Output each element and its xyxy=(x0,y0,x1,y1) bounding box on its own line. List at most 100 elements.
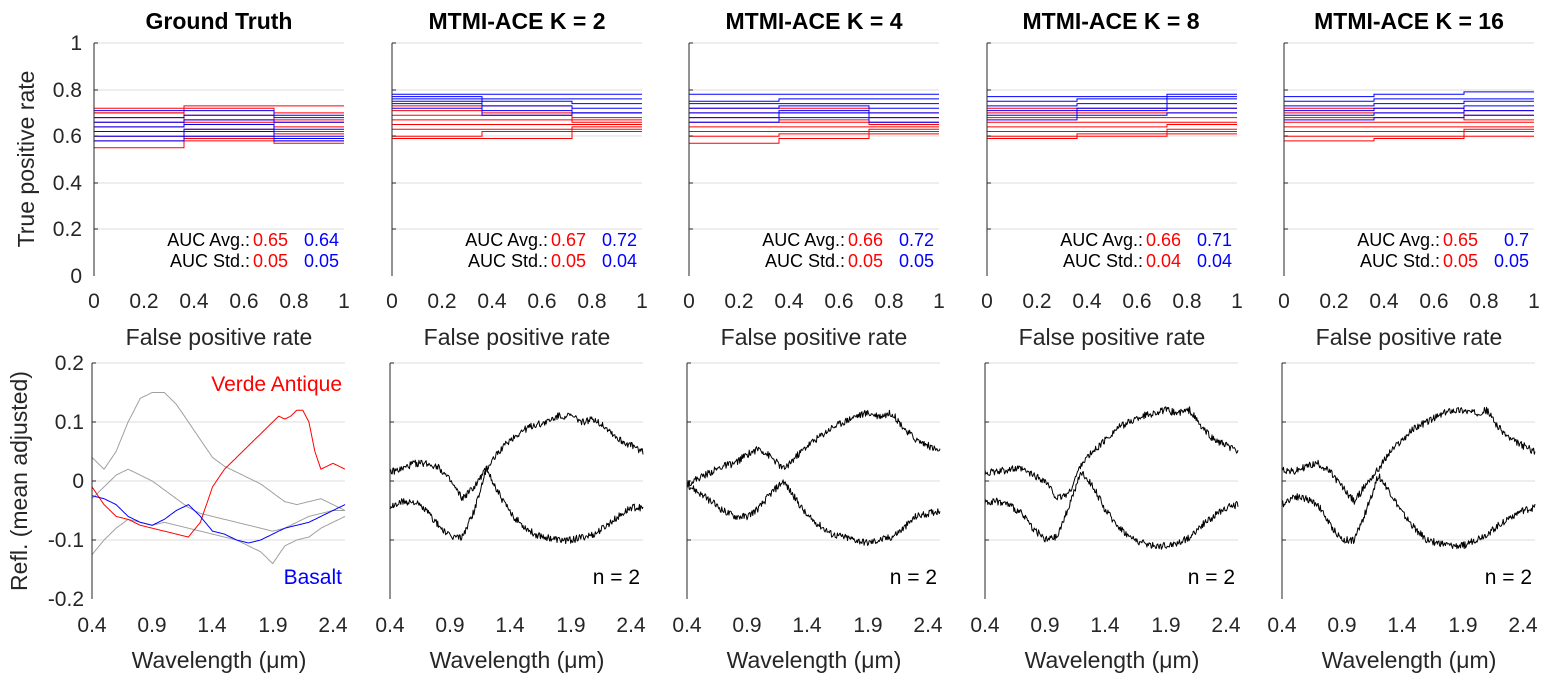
auc-std-label: AUC Std.: xyxy=(468,251,548,271)
roc-xtick-label: 1 xyxy=(933,290,945,313)
auc-avg-blue: 0.64 xyxy=(304,230,339,250)
spectra-y-ticks xyxy=(92,362,96,541)
roc-xtick-label: 1 xyxy=(1528,290,1540,313)
spectra-ytick-label: -0.1 xyxy=(48,529,84,552)
roc-xtick-label: 0.4 xyxy=(1369,290,1399,313)
spectra-lines xyxy=(984,406,1239,550)
spectra-xtick-label: 2.4 xyxy=(616,614,646,637)
auc-avg-blue: 0.72 xyxy=(602,230,637,250)
auc-avg-red: 0.65 xyxy=(1443,230,1478,250)
title-k8: MTMI-ACE K = 8 xyxy=(1023,8,1200,34)
spectra-xtick-label: 1.9 xyxy=(258,614,287,637)
spectrum-line-endmember-2 xyxy=(687,479,941,546)
roc-xtick-labels: 0 0.2 0.4 0.6 0.8 1 xyxy=(683,290,945,313)
spectra-xtick-label: 2.4 xyxy=(1211,614,1241,637)
roc-xtick-label: 0.4 xyxy=(1072,290,1102,313)
roc-xtick-label: 0.4 xyxy=(477,290,507,313)
roc-xtick-label: 0 xyxy=(683,290,695,313)
auc-avg-label: AUC Avg.: xyxy=(465,230,548,250)
roc-xtick-label: 0.8 xyxy=(1172,290,1201,313)
roc-x-axis-label: False positive rate xyxy=(1019,324,1206,350)
spectra-panel-k8: 0.4 0.9 1.4 1.9 2.4 Wavelength (μm) n = … xyxy=(970,362,1241,673)
legend-basalt: Basalt xyxy=(284,566,343,589)
roc-panel-k4: 0 0.2 0.4 0.6 0.8 1 False positive rate … xyxy=(683,42,945,350)
roc-xtick-label: 0.2 xyxy=(427,290,456,313)
spectra-xtick-label: 1.9 xyxy=(556,614,585,637)
spectra-xtick-labels: 0.4 0.9 1.4 1.9 2.4 xyxy=(970,614,1241,637)
spectra-xtick-label: 0.4 xyxy=(375,614,405,637)
spectra-xtick-label: 1.4 xyxy=(197,614,227,637)
auc-avg-blue: 0.71 xyxy=(1197,230,1232,250)
roc-xtick-labels: 0 0.2 0.4 0.6 0.8 1 xyxy=(386,290,648,313)
spectra-xtick-label: 0.9 xyxy=(137,614,166,637)
roc-y-ticks xyxy=(1284,42,1288,230)
spectra-y-ticks xyxy=(1282,362,1286,541)
spectra-lines xyxy=(1281,406,1536,550)
spectra-xtick-label: 1.4 xyxy=(792,614,822,637)
roc-y-ticks xyxy=(987,42,991,230)
spectra-x-axis-label: Wavelength (μm) xyxy=(1322,647,1497,673)
spectra-y-ticks xyxy=(687,362,691,541)
auc-std-label: AUC Std.: xyxy=(170,251,250,271)
spectra-xtick-label: 1.9 xyxy=(1448,614,1477,637)
spectra-gridlines xyxy=(687,362,940,541)
auc-avg-label: AUC Avg.: xyxy=(1060,230,1143,250)
spectra-panel-k16: 0.4 0.9 1.4 1.9 2.4 Wavelength (μm) n = … xyxy=(1267,362,1538,673)
spectra-y-axis-label: Refl. (mean adjusted) xyxy=(6,371,32,591)
auc-std-blue: 0.05 xyxy=(304,251,339,271)
auc-std-label: AUC Std.: xyxy=(1063,251,1143,271)
spectra-xtick-label: 1.9 xyxy=(853,614,882,637)
auc-avg-red: 0.65 xyxy=(253,230,288,250)
spectra-gridlines xyxy=(390,362,643,541)
roc-xtick-label: 0.2 xyxy=(1022,290,1051,313)
auc-std-blue: 0.04 xyxy=(602,251,637,271)
spectra-panel-ground-truth: 0.2 0.1 0 -0.1 -0.2 0.4 0.9 1.4 1.9 2.4 … xyxy=(48,352,348,673)
spectra-y-ticks xyxy=(390,362,394,541)
spectrum-line-basalt xyxy=(91,495,346,544)
title-k4: MTMI-ACE K = 4 xyxy=(726,8,903,34)
spectra-xtick-label: 2.4 xyxy=(1508,614,1538,637)
auc-std-red: 0.05 xyxy=(1443,251,1478,271)
spectra-xtick-label: 0.9 xyxy=(732,614,761,637)
auc-std-blue: 0.05 xyxy=(1494,251,1529,271)
roc-xtick-label: 0.2 xyxy=(129,290,158,313)
spectra-xtick-label: 2.4 xyxy=(913,614,943,637)
roc-xtick-label: 0.6 xyxy=(1122,290,1151,313)
roc-ytick-label: 1 xyxy=(70,32,82,55)
spectra-ytick-label: 0.2 xyxy=(55,352,84,375)
auc-avg-red: 0.66 xyxy=(848,230,883,250)
roc-y-ticks xyxy=(689,42,693,230)
spectrum-line-endmember-2 xyxy=(984,471,1239,550)
spectra-xtick-label: 0.9 xyxy=(1327,614,1356,637)
spectra-xtick-label: 1.4 xyxy=(1090,614,1120,637)
auc-avg-label: AUC Avg.: xyxy=(1357,230,1440,250)
roc-x-axis-label: False positive rate xyxy=(721,324,908,350)
spectra-xtick-labels: 0.4 0.9 1.4 1.9 2.4 xyxy=(375,614,646,637)
roc-gridlines xyxy=(689,42,939,230)
legend-verde-antique: Verde Antique xyxy=(211,373,342,396)
roc-xtick-labels: 0 0.2 0.4 0.6 0.8 1 xyxy=(981,290,1243,313)
roc-ytick-label: 0.8 xyxy=(53,79,82,102)
auc-avg-blue: 0.72 xyxy=(899,230,934,250)
spectra-xtick-label: 0.4 xyxy=(970,614,1000,637)
auc-std-blue: 0.04 xyxy=(1197,251,1232,271)
spectra-ytick-label: 0 xyxy=(72,470,84,493)
roc-x-axis-label: False positive rate xyxy=(126,324,313,350)
roc-xtick-label: 1 xyxy=(1231,290,1243,313)
spectrum-line-endmember-1 xyxy=(389,412,644,501)
spectra-gridlines xyxy=(1282,362,1535,541)
roc-ytick-label: 0.6 xyxy=(53,125,82,148)
roc-xtick-label: 0 xyxy=(88,290,100,313)
n-label: n = 2 xyxy=(1188,566,1235,589)
roc-panel-ground-truth: 1 0.8 0.6 0.4 0.2 0 0 0.2 0.4 0.6 0.8 1 … xyxy=(53,32,350,350)
spectra-ytick-label: 0.1 xyxy=(55,411,84,434)
roc-panel-k2: 0 0.2 0.4 0.6 0.8 1 False positive rate … xyxy=(386,42,648,350)
roc-panel-k16: 0 0.2 0.4 0.6 0.8 1 False positive rate … xyxy=(1278,42,1540,350)
roc-xtick-label: 0.6 xyxy=(229,290,258,313)
spectra-x-axis-label: Wavelength (μm) xyxy=(727,647,902,673)
spectra-xtick-label: 0.4 xyxy=(77,614,107,637)
roc-y-axis-label: True positive rate xyxy=(13,71,39,248)
auc-avg-label: AUC Avg.: xyxy=(167,230,250,250)
spectra-x-axis-label: Wavelength (μm) xyxy=(1025,647,1200,673)
spectra-lines xyxy=(686,409,941,546)
